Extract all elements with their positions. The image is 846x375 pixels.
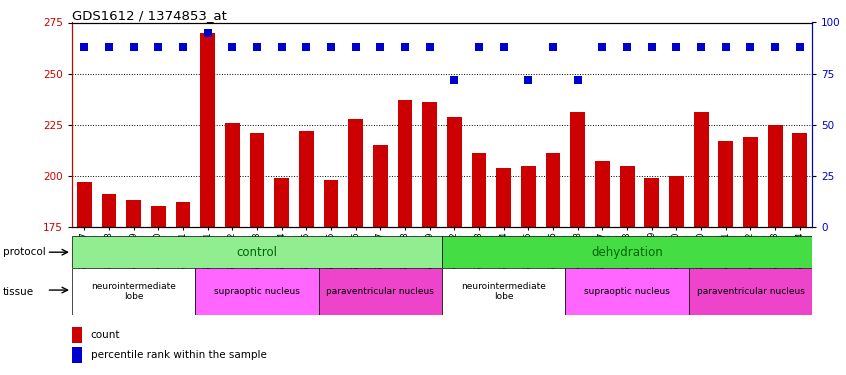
Bar [250, 133, 264, 227]
Point [547, 44, 560, 50]
Bar [373, 145, 387, 227]
Bar [195, 268, 319, 315]
Bar [126, 200, 141, 227]
Bar [72, 327, 82, 343]
Point [719, 44, 733, 50]
Text: percentile rank within the sample: percentile rank within the sample [91, 350, 266, 360]
Bar [497, 168, 511, 227]
Text: neurointermediate
lobe: neurointermediate lobe [91, 282, 176, 301]
Bar [718, 141, 733, 227]
Point [670, 44, 684, 50]
Bar [689, 268, 812, 315]
Point [448, 77, 461, 83]
Point [151, 44, 165, 50]
Bar [521, 165, 536, 227]
Text: supraoptic nucleus: supraoptic nucleus [214, 287, 300, 296]
Bar [669, 176, 684, 227]
Bar [694, 112, 708, 227]
Bar [151, 206, 166, 227]
Point [497, 44, 510, 50]
Point [201, 30, 214, 36]
Bar [299, 131, 314, 227]
Point [744, 44, 757, 50]
Point [299, 44, 313, 50]
Text: protocol: protocol [3, 248, 46, 257]
Bar [442, 268, 565, 315]
Bar [422, 102, 437, 227]
Text: tissue: tissue [3, 287, 34, 297]
Point [226, 44, 239, 50]
Point [127, 44, 140, 50]
Bar [768, 124, 783, 227]
Point [102, 44, 116, 50]
Bar [323, 180, 338, 227]
Bar [546, 153, 560, 227]
Text: supraoptic nucleus: supraoptic nucleus [584, 287, 670, 296]
Point [374, 44, 387, 50]
Point [250, 44, 264, 50]
Point [472, 44, 486, 50]
Text: neurointermediate
lobe: neurointermediate lobe [461, 282, 547, 301]
Bar [645, 178, 659, 227]
Text: dehydration: dehydration [591, 246, 663, 259]
Point [620, 44, 634, 50]
Bar [471, 153, 486, 227]
Bar [201, 33, 215, 227]
Point [596, 44, 609, 50]
Bar [595, 162, 610, 227]
Bar [743, 137, 758, 227]
Bar [398, 100, 413, 227]
Point [78, 44, 91, 50]
Bar [77, 182, 91, 227]
Point [324, 44, 338, 50]
Text: paraventricular nucleus: paraventricular nucleus [327, 287, 434, 296]
Bar [447, 117, 462, 227]
Point [793, 44, 806, 50]
Bar [72, 347, 82, 363]
Bar [619, 165, 634, 227]
Bar [175, 202, 190, 227]
Point [423, 44, 437, 50]
Bar [349, 118, 363, 227]
Bar [793, 133, 807, 227]
Point [522, 77, 536, 83]
Bar [442, 236, 812, 268]
Bar [274, 178, 289, 227]
Bar [72, 268, 195, 315]
Text: count: count [91, 330, 120, 340]
Text: GDS1612 / 1374853_at: GDS1612 / 1374853_at [72, 9, 227, 22]
Bar [225, 123, 239, 227]
Bar [565, 268, 689, 315]
Point [398, 44, 412, 50]
Point [275, 44, 288, 50]
Point [571, 77, 585, 83]
Point [695, 44, 708, 50]
Bar [319, 268, 442, 315]
Point [768, 44, 782, 50]
Bar [72, 236, 442, 268]
Point [349, 44, 362, 50]
Point [176, 44, 190, 50]
Bar [570, 112, 585, 227]
Bar [102, 194, 116, 227]
Text: paraventricular nucleus: paraventricular nucleus [696, 287, 805, 296]
Point [645, 44, 658, 50]
Text: control: control [237, 246, 277, 259]
